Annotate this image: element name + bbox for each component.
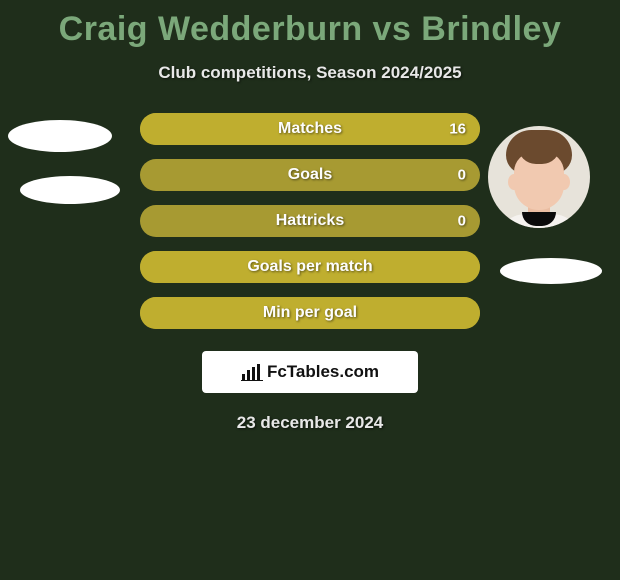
- player-right-photo: [488, 126, 590, 228]
- stat-value-right: 0: [458, 213, 466, 230]
- stat-label: Goals: [288, 166, 332, 184]
- stat-row-goals-per-match: Goals per match: [140, 251, 480, 283]
- stat-label: Matches: [278, 120, 342, 138]
- stat-row-hattricks: Hattricks 0: [140, 205, 480, 237]
- player-left-photo-placeholder: [8, 120, 112, 152]
- bar-chart-icon: [241, 363, 263, 381]
- player-right-name-placeholder: [500, 258, 602, 284]
- brand-badge[interactable]: FcTables.com: [202, 351, 418, 393]
- stat-value-right: 0: [458, 167, 466, 184]
- page-subtitle: Club competitions, Season 2024/2025: [0, 63, 620, 83]
- player-left-name-placeholder: [20, 176, 120, 204]
- stat-row-goals: Goals 0: [140, 159, 480, 191]
- stat-label: Goals per match: [247, 258, 372, 276]
- generated-date: 23 december 2024: [0, 413, 620, 433]
- brand-text: FcTables.com: [267, 362, 379, 382]
- stat-value-right: 16: [449, 121, 466, 138]
- page-title: Craig Wedderburn vs Brindley: [0, 0, 620, 49]
- stat-row-min-per-goal: Min per goal: [140, 297, 480, 329]
- stat-label: Min per goal: [263, 304, 357, 322]
- stat-label: Hattricks: [276, 212, 344, 230]
- stat-row-matches: Matches 16: [140, 113, 480, 145]
